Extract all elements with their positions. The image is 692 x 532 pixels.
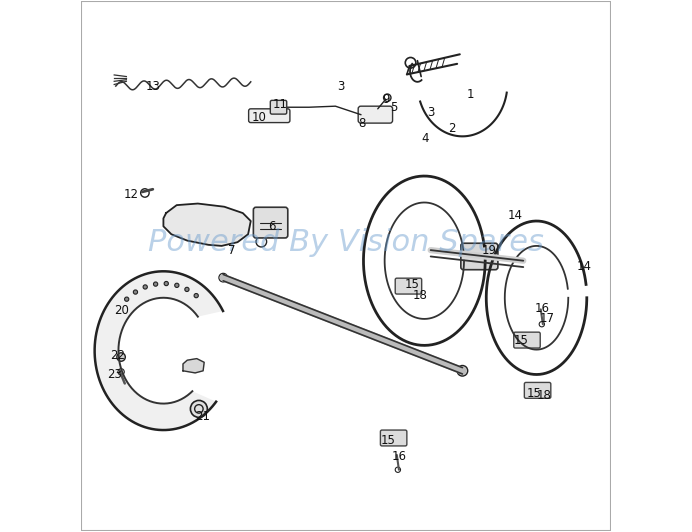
Text: 17: 17 bbox=[540, 312, 554, 326]
FancyBboxPatch shape bbox=[271, 101, 286, 114]
Text: 18: 18 bbox=[537, 389, 552, 402]
Circle shape bbox=[457, 365, 468, 376]
Circle shape bbox=[154, 282, 158, 286]
Text: 16: 16 bbox=[392, 450, 406, 463]
Text: 23: 23 bbox=[107, 368, 122, 381]
FancyBboxPatch shape bbox=[248, 109, 290, 122]
Polygon shape bbox=[163, 204, 251, 246]
FancyBboxPatch shape bbox=[381, 430, 407, 446]
Text: 14: 14 bbox=[576, 260, 592, 272]
Text: 11: 11 bbox=[273, 98, 287, 111]
Text: 2: 2 bbox=[448, 122, 455, 135]
FancyBboxPatch shape bbox=[358, 106, 392, 123]
Text: 3: 3 bbox=[337, 80, 345, 93]
Text: 7: 7 bbox=[228, 244, 236, 256]
Circle shape bbox=[219, 273, 228, 282]
Text: 8: 8 bbox=[358, 117, 365, 130]
FancyBboxPatch shape bbox=[513, 332, 540, 348]
Text: 15: 15 bbox=[527, 387, 541, 400]
Circle shape bbox=[125, 297, 129, 301]
Text: 19: 19 bbox=[482, 244, 496, 256]
Circle shape bbox=[174, 283, 179, 287]
FancyBboxPatch shape bbox=[525, 383, 551, 398]
Circle shape bbox=[190, 401, 208, 418]
Text: 3: 3 bbox=[427, 106, 435, 119]
Text: 1: 1 bbox=[466, 87, 474, 101]
Text: 22: 22 bbox=[110, 350, 125, 362]
Text: 16: 16 bbox=[534, 302, 549, 315]
Text: 15: 15 bbox=[381, 434, 396, 447]
Text: 13: 13 bbox=[145, 80, 161, 93]
Circle shape bbox=[143, 285, 147, 289]
Circle shape bbox=[185, 287, 189, 292]
Text: 9: 9 bbox=[382, 93, 390, 106]
Text: 21: 21 bbox=[196, 410, 210, 423]
Text: 4: 4 bbox=[421, 132, 429, 145]
Text: Powered By Vision Spares: Powered By Vision Spares bbox=[148, 228, 544, 256]
Circle shape bbox=[134, 290, 138, 294]
Circle shape bbox=[164, 281, 168, 286]
Text: 18: 18 bbox=[412, 288, 428, 302]
Text: 5: 5 bbox=[390, 101, 397, 114]
Polygon shape bbox=[183, 359, 204, 373]
Text: 15: 15 bbox=[405, 278, 419, 291]
Text: 10: 10 bbox=[251, 111, 266, 124]
Text: 20: 20 bbox=[113, 304, 129, 318]
Circle shape bbox=[194, 294, 199, 298]
Text: 12: 12 bbox=[124, 188, 139, 201]
FancyBboxPatch shape bbox=[253, 207, 288, 238]
Text: 15: 15 bbox=[513, 334, 528, 346]
Circle shape bbox=[117, 353, 125, 361]
Text: 6: 6 bbox=[268, 220, 275, 233]
FancyBboxPatch shape bbox=[461, 243, 498, 270]
Text: 14: 14 bbox=[508, 209, 523, 222]
FancyBboxPatch shape bbox=[395, 278, 421, 294]
Polygon shape bbox=[95, 271, 223, 430]
